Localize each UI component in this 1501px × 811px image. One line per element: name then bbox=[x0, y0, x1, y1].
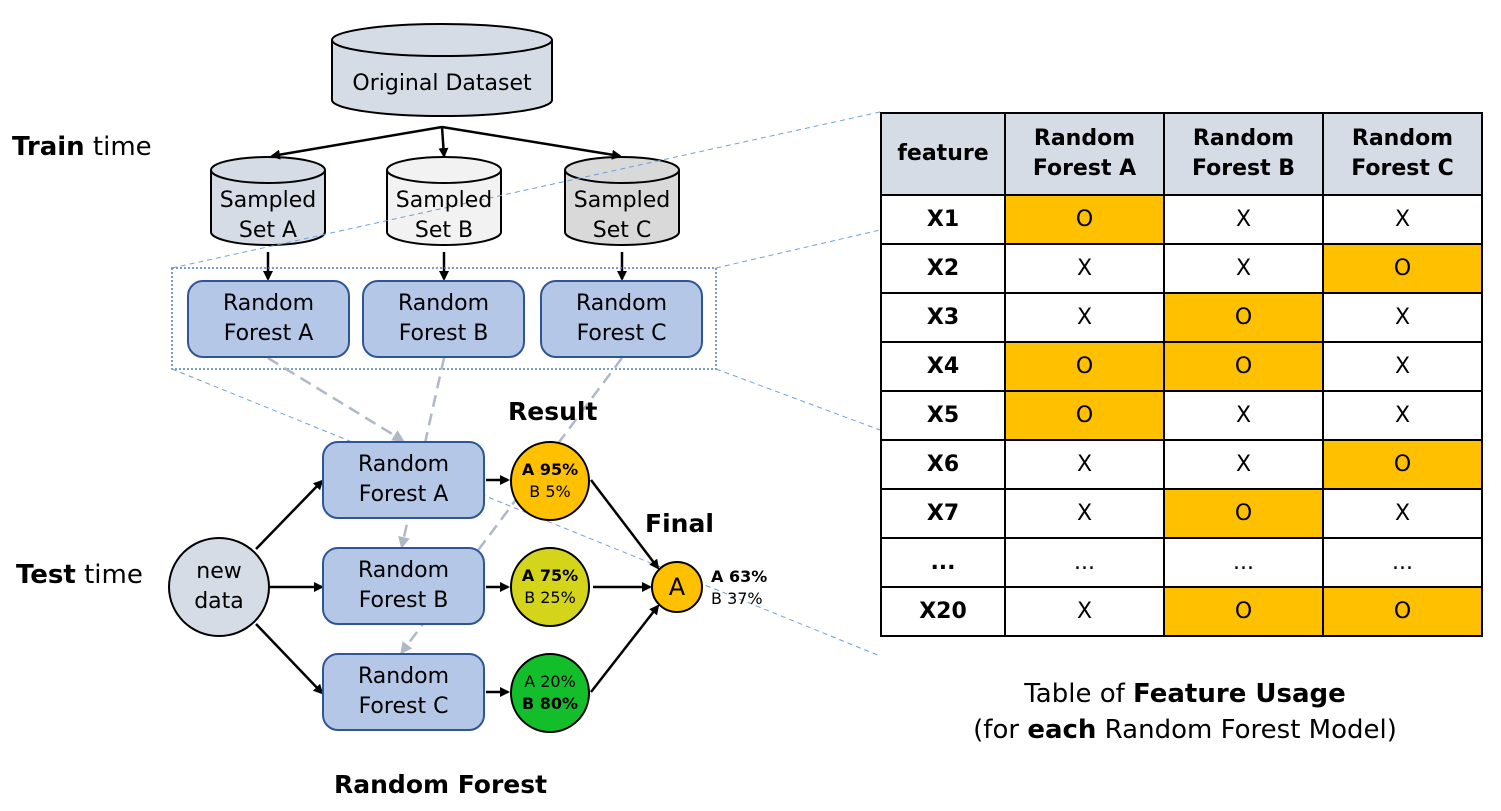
result-c-circle: A 20% B 80% bbox=[510, 653, 590, 733]
table-cell: X bbox=[1004, 292, 1165, 343]
sampled-set-b: Sampled Set B bbox=[395, 188, 493, 243]
table-cell: O bbox=[1322, 586, 1483, 637]
table-row: X5 O X X bbox=[880, 390, 1483, 441]
table-cell-feature: X2 bbox=[880, 243, 1006, 294]
table-cell: X bbox=[1163, 194, 1324, 245]
table-cell-feature: X7 bbox=[880, 488, 1006, 539]
table-cell: O bbox=[1163, 341, 1324, 392]
table-cell: X bbox=[1322, 488, 1483, 539]
result-label: Result bbox=[508, 397, 598, 426]
header-rf-a: Random Forest A bbox=[1004, 112, 1165, 196]
table-cell-feature: X4 bbox=[880, 341, 1006, 392]
train-random-forest-b: Random Forest B bbox=[362, 280, 525, 358]
table-cell: X bbox=[1322, 194, 1483, 245]
table-row: X7 X O X bbox=[880, 488, 1483, 539]
table-cell: X bbox=[1322, 341, 1483, 392]
sampled-set-b-cylinder bbox=[386, 156, 502, 246]
table-cell-feature: X5 bbox=[880, 390, 1006, 441]
header-feature: feature bbox=[880, 112, 1006, 196]
table-cell: X bbox=[1322, 390, 1483, 441]
sampled-set-c: Sampled Set C bbox=[573, 188, 671, 243]
table-cell: X bbox=[1004, 243, 1165, 294]
table-caption: Table of Feature Usage (for each Random … bbox=[973, 679, 1397, 745]
table-row: X2 X X O bbox=[880, 243, 1483, 294]
table-cell: X bbox=[1004, 488, 1165, 539]
table-cell: O bbox=[1004, 390, 1165, 441]
table-cell: X bbox=[1163, 439, 1324, 490]
table-cell: O bbox=[1004, 341, 1165, 392]
table-cell: O bbox=[1163, 586, 1324, 637]
result-b-circle: A 75% B 25% bbox=[510, 547, 590, 627]
train-time-label: Train time bbox=[12, 132, 152, 162]
table-row: X20 X O O bbox=[880, 586, 1483, 637]
table-row: X6 X X O bbox=[880, 439, 1483, 490]
test-time-label: Test time bbox=[16, 560, 143, 590]
table-cell: X bbox=[1322, 292, 1483, 343]
table-row: X4 O O X bbox=[880, 341, 1483, 392]
result-a-circle: A 95% B 5% bbox=[510, 441, 590, 521]
table-cell: O bbox=[1004, 194, 1165, 245]
new-data-node: new data bbox=[168, 537, 270, 637]
table-cell-feature: X1 bbox=[880, 194, 1006, 245]
test-arrows bbox=[255, 475, 660, 697]
table-cell: X bbox=[1004, 586, 1165, 637]
table-cell: O bbox=[1163, 488, 1324, 539]
sampled-set-a: Sampled Set A bbox=[219, 188, 317, 243]
random-forest-title: Random Forest bbox=[334, 770, 548, 799]
final-class-circle: A bbox=[651, 561, 703, 613]
header-rf-c: Random Forest C bbox=[1322, 112, 1483, 196]
table-row: X1 O X X bbox=[880, 194, 1483, 245]
table-cell: ... bbox=[1004, 537, 1165, 588]
train-forest-selection-box bbox=[171, 267, 717, 370]
table-cell: O bbox=[1322, 439, 1483, 490]
table-cell-feature: X3 bbox=[880, 292, 1006, 343]
table-cell: ... bbox=[1322, 537, 1483, 588]
table-cell-feature: ... bbox=[880, 537, 1006, 588]
original-dataset-cylinder bbox=[331, 23, 553, 117]
table-cell: X bbox=[1163, 390, 1324, 441]
table-row: ... ... ... ... bbox=[880, 537, 1483, 588]
table-header-row: feature Random Forest A Random Forest B Ra… bbox=[880, 112, 1483, 196]
test-random-forest-b: Random Forest B bbox=[322, 547, 485, 625]
table-cell: O bbox=[1163, 292, 1324, 343]
sampled-set-c-cylinder bbox=[564, 156, 680, 246]
train-arrows bbox=[263, 125, 627, 281]
table-cell: X bbox=[1163, 243, 1324, 294]
table-row: X3 X O X bbox=[880, 292, 1483, 343]
feature-usage-table: feature Random Forest A Random Forest B Ra… bbox=[880, 112, 1483, 637]
table-cell-feature: X6 bbox=[880, 439, 1006, 490]
test-random-forest-a: Random Forest A bbox=[322, 441, 485, 519]
train-random-forest-a: Random Forest A bbox=[187, 280, 350, 358]
final-probabilities: A 63% B 37% bbox=[711, 567, 768, 608]
table-cell: X bbox=[1004, 439, 1165, 490]
header-rf-b: Random Forest B bbox=[1163, 112, 1324, 196]
table-cell: O bbox=[1322, 243, 1483, 294]
table-cell: ... bbox=[1163, 537, 1324, 588]
table-cell-feature: X20 bbox=[880, 586, 1006, 637]
train-random-forest-c: Random Forest C bbox=[540, 280, 703, 358]
sampled-set-a-cylinder bbox=[210, 156, 326, 246]
original-dataset-label: Original Dataset bbox=[352, 71, 532, 96]
final-label: Final bbox=[645, 509, 714, 538]
test-random-forest-c: Random Forest C bbox=[322, 653, 485, 731]
